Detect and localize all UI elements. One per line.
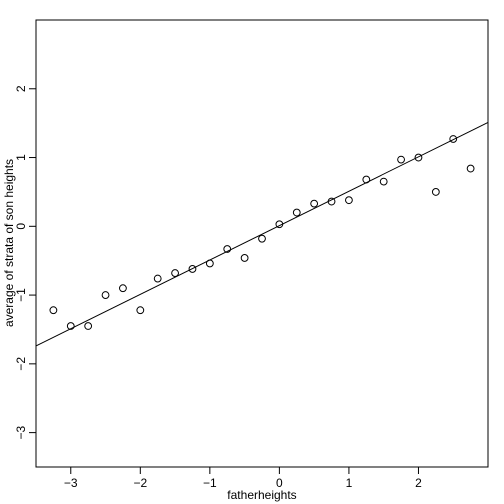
data-point: [292, 208, 301, 217]
data-point: [205, 259, 214, 268]
y-tick-label: 2: [14, 85, 28, 92]
y-tick-label: −1: [14, 288, 28, 302]
x-tick-label: −3: [64, 476, 78, 490]
x-tick-label: −2: [133, 476, 147, 490]
points-layer: [49, 135, 475, 330]
data-point: [66, 322, 75, 330]
x-tick-label: −1: [203, 476, 217, 490]
data-point: [379, 177, 388, 186]
data-point: [431, 188, 440, 196]
data-point: [49, 306, 58, 315]
y-axis: −3 −2 −1 0 1 2: [14, 85, 36, 439]
y-tick-label: 0: [14, 223, 28, 230]
data-point: [362, 175, 371, 184]
data-point: [275, 220, 284, 229]
data-point: [101, 291, 110, 299]
x-axis-title: fatherheights: [227, 488, 296, 502]
data-point: [414, 153, 423, 162]
data-point: [345, 196, 353, 205]
y-axis-title: average of strata of son heights: [2, 159, 16, 327]
y-tick-label: −3: [14, 425, 28, 439]
data-point: [119, 284, 127, 293]
data-point: [223, 245, 232, 253]
data-point: [397, 155, 405, 164]
data-point: [466, 164, 475, 173]
data-point: [258, 234, 266, 243]
data-point: [240, 254, 249, 262]
data-point: [171, 269, 179, 277]
regression-line-layer: [35, 122, 489, 347]
y-tick-label: −2: [14, 357, 28, 371]
data-point: [310, 199, 319, 208]
data-point: [188, 265, 197, 273]
data-point: [449, 135, 458, 143]
data-point: [327, 197, 336, 206]
data-point: [136, 306, 145, 315]
y-tick-label: 1: [14, 154, 28, 161]
x-tick-label: 1: [346, 476, 353, 490]
x-tick-label: 2: [415, 476, 422, 490]
x-axis: −3 −2 −1 0 1 2: [64, 467, 422, 490]
regression-line: [35, 122, 489, 347]
plot-frame: [35, 19, 489, 468]
data-point: [84, 322, 93, 330]
data-point: [153, 274, 162, 283]
x-tick-label: 0: [276, 476, 283, 490]
